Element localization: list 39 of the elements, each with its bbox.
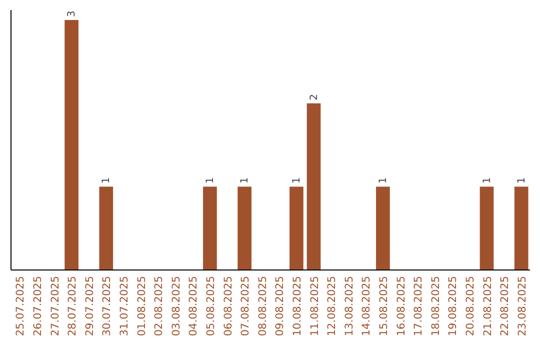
- x-tick-label: 31.07.2025: [118, 276, 130, 336]
- data-label: 1: [482, 177, 493, 184]
- x-tick-label: 21.08.2025: [482, 276, 494, 336]
- data-label: 1: [291, 177, 302, 184]
- x-tick-label: 07.08.2025: [240, 276, 252, 336]
- x-tick-label: 16.08.2025: [395, 276, 408, 336]
- x-tick-label: 22.08.2025: [499, 276, 512, 336]
- x-tick-label: 04.08.2025: [188, 276, 200, 336]
- x-tick-label: 27.07.2025: [49, 276, 62, 336]
- x-tick-label: 23.08.2025: [516, 276, 528, 336]
- x-tick-label: 20.08.2025: [464, 276, 476, 336]
- x-tick-label: 17.08.2025: [412, 276, 425, 336]
- x-tick-label: 12.08.2025: [326, 276, 338, 336]
- data-label: 1: [204, 177, 216, 184]
- x-tick-label: 25.07.2025: [14, 276, 27, 336]
- x-tick-label: 09.08.2025: [274, 276, 286, 336]
- x-tick-label: 08.08.2025: [256, 276, 269, 336]
- x-tick-label: 26.07.2025: [32, 276, 44, 336]
- x-tick-label: 02.08.2025: [153, 276, 166, 336]
- x-tick-label: 15.08.2025: [378, 276, 390, 336]
- data-label: 1: [378, 177, 389, 184]
- x-tick-label: 03.08.2025: [170, 276, 182, 336]
- x-tick-label: 19.08.2025: [447, 276, 460, 336]
- x-tick-label: 10.08.2025: [291, 276, 304, 336]
- data-label: 1: [101, 177, 112, 184]
- data-label: 3: [66, 10, 78, 17]
- x-tick-label: 30.07.2025: [101, 276, 114, 336]
- data-label: 1: [240, 177, 251, 184]
- data-label: 2: [308, 94, 320, 100]
- x-tick-label: 11.08.2025: [308, 276, 321, 336]
- x-tick-label: 18.08.2025: [430, 276, 442, 336]
- x-tick-label: 14.08.2025: [360, 276, 373, 336]
- x-tick-label: 29.07.2025: [84, 276, 96, 336]
- x-tick-label: 05.08.2025: [204, 276, 217, 336]
- x-tick-label: 13.08.2025: [343, 276, 356, 336]
- data-label: 1: [516, 177, 528, 184]
- x-tick-label: 06.08.2025: [222, 276, 234, 336]
- x-tick-label: 01.08.2025: [136, 276, 148, 336]
- x-tick-label: 28.07.2025: [66, 276, 79, 336]
